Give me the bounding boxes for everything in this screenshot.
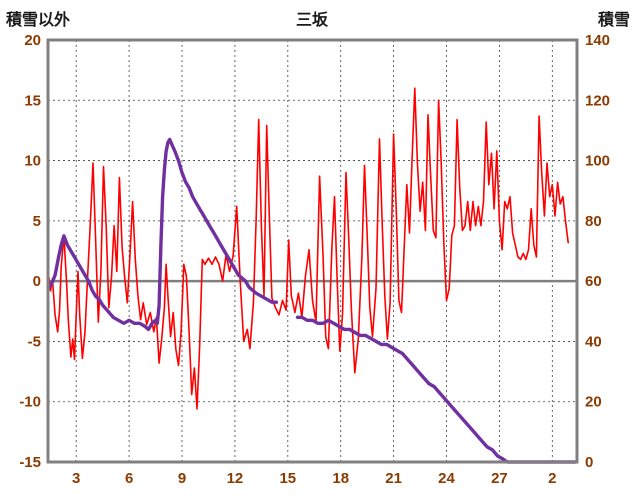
x-tick-label: 15 <box>279 470 296 487</box>
y-tick-label-right: 60 <box>585 273 602 290</box>
y-tick-label-right: 40 <box>585 333 602 350</box>
y-tick-label-left: -15 <box>19 454 41 471</box>
y-tick-label-left: -5 <box>28 333 41 350</box>
x-tick-label: 3 <box>72 470 80 487</box>
x-tick-label: 12 <box>227 470 244 487</box>
y-tick-label-left: 15 <box>24 92 41 109</box>
y-tick-label-right: 80 <box>585 213 602 230</box>
y-tick-label-left: 20 <box>24 32 41 49</box>
y-tick-label-left: 0 <box>33 273 41 290</box>
x-tick-label: 2 <box>548 470 556 487</box>
y-tick-label-right: 20 <box>585 394 602 411</box>
left-axis-title: 積雪以外 <box>6 12 71 29</box>
y-tick-label-right: 120 <box>585 92 610 109</box>
x-tick-label: 27 <box>491 470 508 487</box>
x-tick-label: 21 <box>385 470 402 487</box>
y-tick-label-left: -10 <box>19 394 41 411</box>
y-tick-label-right: 100 <box>585 153 610 170</box>
y-tick-label-right: 140 <box>585 32 610 49</box>
y-tick-label-left: 10 <box>24 153 41 170</box>
plot-frame <box>46 38 579 464</box>
temperature-line <box>48 87 570 410</box>
y-tick-label-right: 0 <box>585 454 593 471</box>
x-tick-label: 9 <box>178 470 186 487</box>
x-tick-label: 18 <box>332 470 349 487</box>
snow-depth-line <box>47 137 279 332</box>
x-tick-label: 24 <box>438 470 455 487</box>
right-axis-title: 積雪 <box>597 12 630 29</box>
y-tick-label-left: 5 <box>33 213 41 230</box>
x-tick-label: 6 <box>125 470 133 487</box>
chart-title: 三坂 <box>295 12 329 29</box>
